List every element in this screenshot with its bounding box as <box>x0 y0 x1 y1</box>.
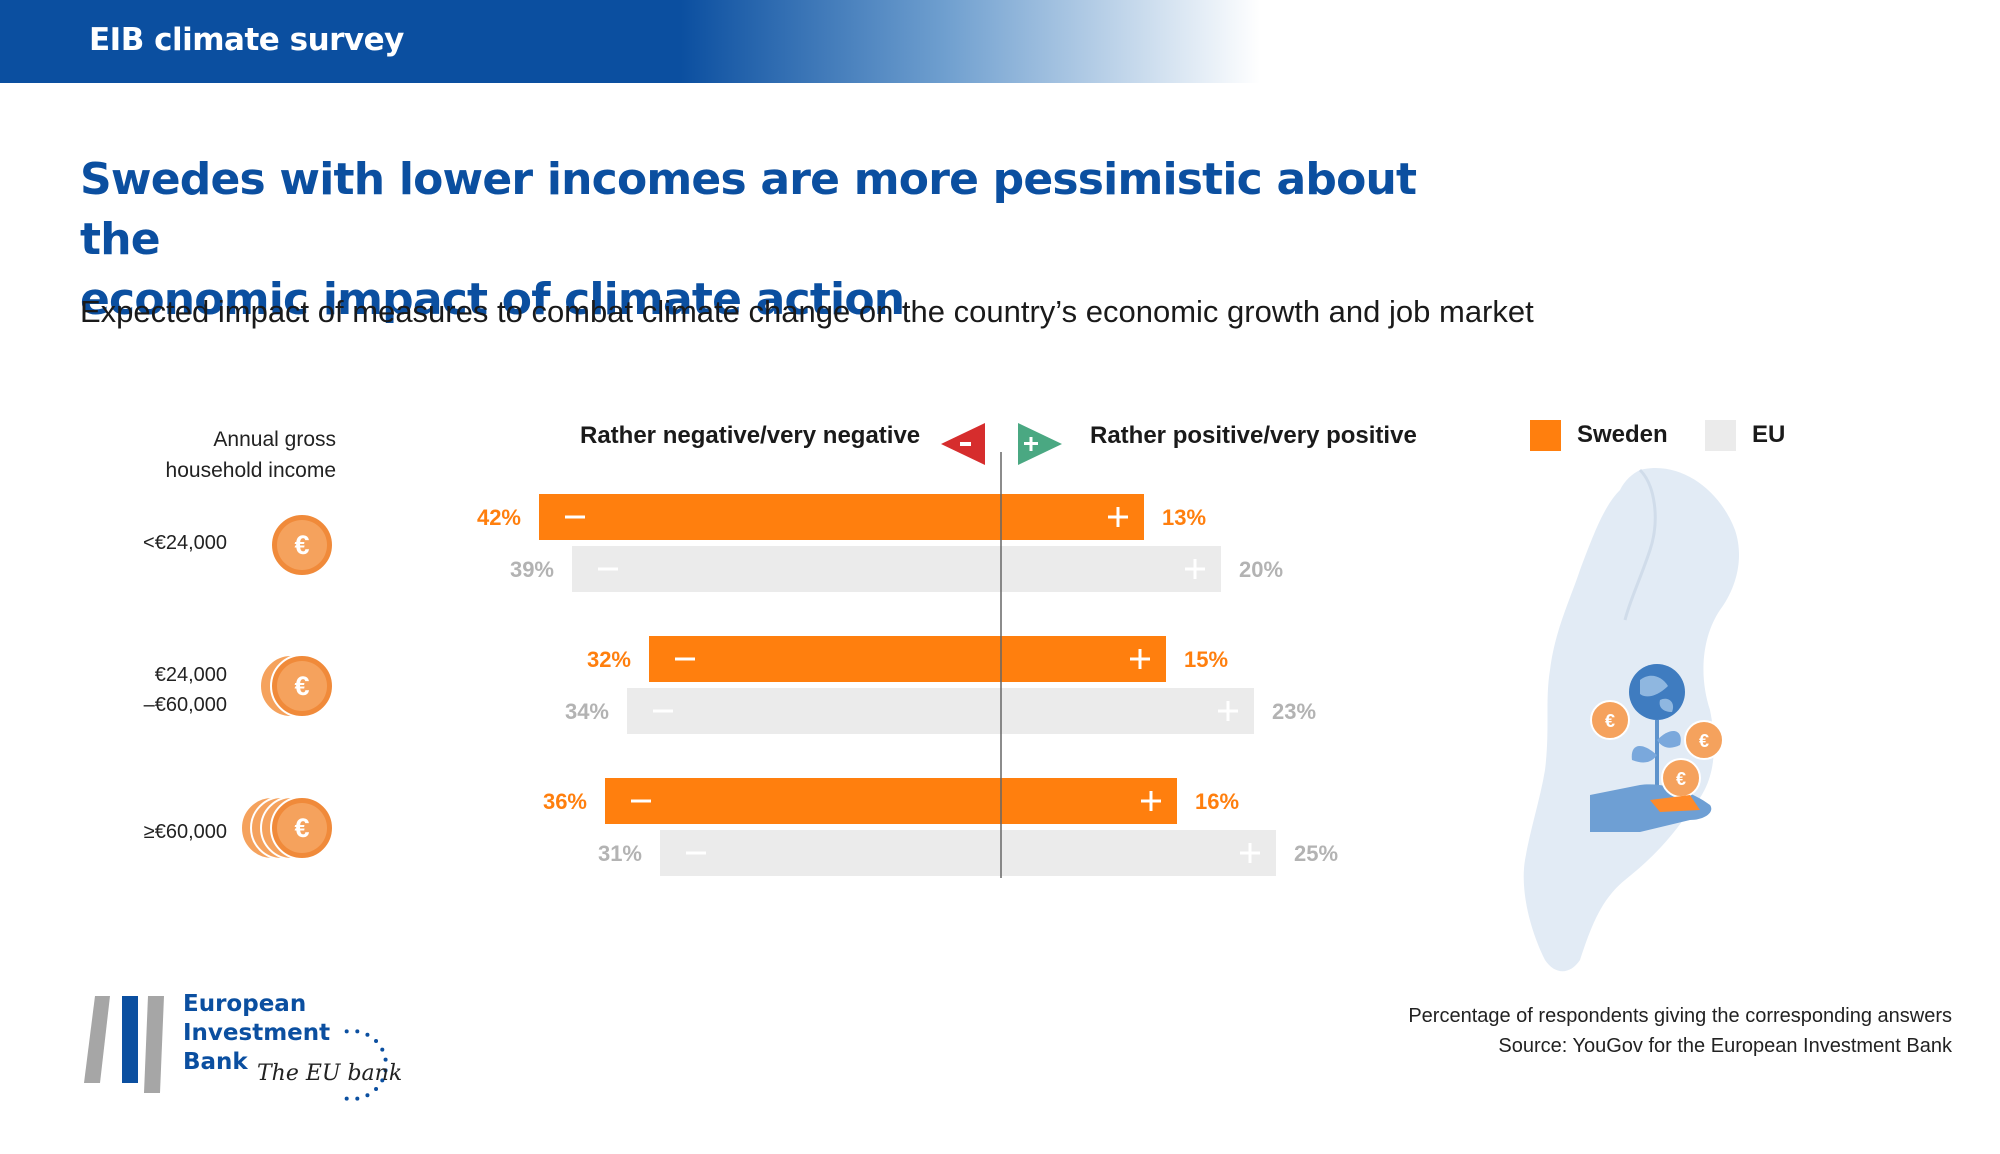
page-title: Swedes with lower incomes are more pessi… <box>80 150 1480 330</box>
eu-star <box>344 1096 349 1101</box>
plus-icon <box>1138 649 1142 669</box>
negative-arrow-icon <box>941 423 985 465</box>
plus-icon <box>1226 701 1230 721</box>
logo-line-3: Bank <box>183 1049 248 1075</box>
eib-logo-icon <box>84 996 164 1093</box>
footnote-method: Percentage of respondents giving the cor… <box>1408 1005 1952 1027</box>
sweden-map-illustration <box>1523 468 1740 972</box>
title-line-2: economic impact of climate action <box>80 274 905 325</box>
coin-symbol: € <box>294 670 310 701</box>
footnote-source: Source: YouGov for the European Investme… <box>1498 1035 1952 1057</box>
plus-icon <box>1193 559 1197 579</box>
legend-swatch-eu <box>1705 420 1736 451</box>
euro-symbol: € <box>1699 731 1709 751</box>
eu-star <box>355 1029 360 1034</box>
bar-negative-eu <box>627 688 1001 734</box>
map-coin-symbols: € € € <box>1605 711 1709 789</box>
data-label-negative-sweden: 42% <box>477 505 521 530</box>
header-band <box>0 0 1260 83</box>
bar-positive-eu <box>1001 688 1254 734</box>
logo-line-2: Investment <box>183 1020 331 1046</box>
eu-star <box>383 1057 388 1062</box>
minus-icon <box>598 567 618 571</box>
eu-star <box>380 1078 385 1083</box>
euro-symbol: € <box>1676 769 1686 789</box>
coin-icon: € <box>270 796 334 860</box>
bar-negative-eu <box>660 830 1001 876</box>
income-header: Annual gross household income <box>120 424 336 486</box>
bar-negative-sweden <box>605 778 1001 824</box>
eu-star <box>355 1096 360 1101</box>
data-label-positive-sweden: 15% <box>1184 647 1228 672</box>
legend-swatch-sweden <box>1530 420 1561 451</box>
positive-arrow-icon <box>1018 423 1062 465</box>
data-label-negative-sweden: 32% <box>587 647 631 672</box>
income-header-line-1: Annual gross <box>213 428 336 451</box>
coin-symbol: € <box>294 812 310 843</box>
bar-negative-sweden <box>649 636 1001 682</box>
data-label-negative-eu: 34% <box>565 699 609 724</box>
income-label-mid-line-1: €24,000 <box>154 664 227 686</box>
bar-positive-eu <box>1001 546 1221 592</box>
income-label-low: <€24,000 <box>100 528 227 558</box>
positive-heading: Rather positive/very positive <box>1090 422 1417 449</box>
bar-negative-sweden <box>539 494 1001 540</box>
minus-icon <box>675 657 695 661</box>
plus-icon <box>1116 507 1120 527</box>
plus-icon <box>1149 791 1153 811</box>
negative-heading: Rather negative/very negative <box>580 422 921 449</box>
logo-tagline: The EU bank <box>257 1061 403 1086</box>
minus-icon <box>565 515 585 519</box>
income-label-high-text: ≥€60,000 <box>143 821 227 843</box>
coin-icon: € <box>270 513 334 577</box>
legend-label-sweden: Sweden <box>1577 421 1668 448</box>
plus-icon <box>1248 843 1252 863</box>
data-label-positive-eu: 25% <box>1294 841 1338 866</box>
eu-star <box>374 1087 379 1092</box>
minus-icon <box>653 709 673 713</box>
eu-stars-icon <box>344 1029 388 1101</box>
footnote: Percentage of respondents giving the cor… <box>1200 1001 1952 1061</box>
minus-icon <box>686 851 706 855</box>
eu-star <box>374 1038 379 1043</box>
eu-star <box>383 1068 388 1073</box>
bar-negative-eu <box>572 546 1001 592</box>
income-label-high: ≥€60,000 <box>100 817 227 847</box>
data-label-positive-sweden: 16% <box>1195 789 1239 814</box>
eu-star <box>365 1093 370 1098</box>
data-label-positive-eu: 23% <box>1272 699 1316 724</box>
minus-icon <box>631 799 651 803</box>
eu-star <box>344 1029 349 1034</box>
title-line-1: Swedes with lower incomes are more pessi… <box>80 154 1417 265</box>
page-subtitle: Expected impact of measures to combat cl… <box>80 294 1534 329</box>
eib-logo-text: European Investment Bank <box>183 990 330 1077</box>
data-label-negative-eu: 31% <box>598 841 642 866</box>
data-label-negative-sweden: 36% <box>543 789 587 814</box>
income-header-line-2: household income <box>165 459 336 482</box>
income-label-low-text: <€24,000 <box>143 532 227 554</box>
legend-label-eu: EU <box>1752 421 1786 448</box>
euro-symbol: € <box>1605 711 1615 731</box>
income-label-mid-line-2: –€60,000 <box>143 694 227 716</box>
data-label-positive-eu: 20% <box>1239 557 1283 582</box>
header-title: EIB climate survey <box>89 22 404 58</box>
eu-star <box>365 1032 370 1037</box>
coin-symbol: € <box>294 529 310 560</box>
data-label-negative-eu: 39% <box>510 557 554 582</box>
income-label-mid: €24,000 –€60,000 <box>100 660 227 720</box>
data-label-positive-sweden: 13% <box>1162 505 1206 530</box>
bar-positive-eu <box>1001 830 1276 876</box>
coin-icon: € <box>270 654 334 718</box>
eu-star <box>380 1047 385 1052</box>
plant-money-hand-icon <box>1590 664 1724 832</box>
logo-line-1: European <box>183 991 307 1017</box>
